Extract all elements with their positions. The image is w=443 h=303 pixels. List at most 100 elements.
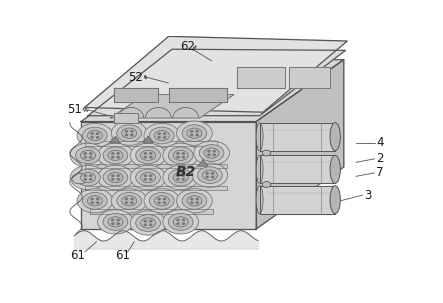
Polygon shape <box>122 198 155 226</box>
Circle shape <box>76 147 101 164</box>
Text: 3: 3 <box>364 188 372 201</box>
Circle shape <box>208 154 210 155</box>
Circle shape <box>122 128 137 138</box>
Circle shape <box>81 150 96 161</box>
Circle shape <box>183 153 184 154</box>
Circle shape <box>187 128 202 138</box>
Polygon shape <box>107 155 124 178</box>
Circle shape <box>154 130 169 141</box>
Circle shape <box>136 147 160 164</box>
Text: 4: 4 <box>376 136 384 149</box>
Polygon shape <box>260 186 335 214</box>
Circle shape <box>103 147 128 164</box>
Ellipse shape <box>256 186 263 214</box>
Circle shape <box>136 215 160 231</box>
Circle shape <box>140 218 155 228</box>
Circle shape <box>177 179 179 180</box>
Circle shape <box>199 145 224 161</box>
Circle shape <box>91 137 93 138</box>
Circle shape <box>150 157 152 158</box>
Circle shape <box>177 121 212 145</box>
Circle shape <box>117 192 142 209</box>
Polygon shape <box>85 141 217 146</box>
Circle shape <box>125 198 128 200</box>
Circle shape <box>183 219 184 221</box>
Circle shape <box>111 121 147 145</box>
Ellipse shape <box>256 155 263 183</box>
Polygon shape <box>88 149 116 161</box>
Circle shape <box>91 133 93 134</box>
Circle shape <box>206 173 208 174</box>
Polygon shape <box>85 36 347 112</box>
Polygon shape <box>85 186 227 190</box>
Circle shape <box>125 202 128 203</box>
Circle shape <box>82 127 107 144</box>
Polygon shape <box>89 209 213 214</box>
Polygon shape <box>260 155 335 183</box>
Circle shape <box>76 169 101 186</box>
Circle shape <box>130 165 166 190</box>
Circle shape <box>97 133 99 134</box>
Circle shape <box>130 211 166 235</box>
Circle shape <box>206 176 208 178</box>
Circle shape <box>81 172 96 183</box>
Polygon shape <box>110 95 234 118</box>
Circle shape <box>182 125 207 142</box>
Polygon shape <box>173 131 202 158</box>
Circle shape <box>168 213 193 230</box>
Circle shape <box>144 153 146 154</box>
Polygon shape <box>110 136 120 143</box>
Circle shape <box>97 202 99 203</box>
Ellipse shape <box>256 123 263 151</box>
Polygon shape <box>172 155 189 178</box>
Circle shape <box>158 137 160 138</box>
Circle shape <box>163 198 166 200</box>
Polygon shape <box>108 175 137 203</box>
Polygon shape <box>180 147 213 161</box>
Circle shape <box>111 189 147 213</box>
Circle shape <box>196 202 198 203</box>
Circle shape <box>112 157 114 158</box>
Circle shape <box>91 198 93 200</box>
Circle shape <box>177 189 212 213</box>
Circle shape <box>144 179 146 180</box>
Circle shape <box>97 165 133 190</box>
Circle shape <box>84 179 86 180</box>
Polygon shape <box>180 169 211 183</box>
Circle shape <box>190 131 193 132</box>
Text: 61: 61 <box>115 249 130 262</box>
Circle shape <box>177 219 179 221</box>
Circle shape <box>117 219 119 221</box>
Circle shape <box>112 153 114 154</box>
Circle shape <box>163 133 166 134</box>
Polygon shape <box>155 198 188 225</box>
Polygon shape <box>198 159 208 166</box>
Circle shape <box>136 169 160 186</box>
Text: B2: B2 <box>176 165 196 179</box>
Ellipse shape <box>330 123 340 151</box>
Text: 2: 2 <box>376 152 384 165</box>
Circle shape <box>192 163 228 187</box>
Polygon shape <box>140 155 157 178</box>
Circle shape <box>87 130 102 141</box>
Circle shape <box>77 189 113 213</box>
Circle shape <box>158 133 160 134</box>
Polygon shape <box>173 175 202 203</box>
Circle shape <box>112 175 114 176</box>
Circle shape <box>177 223 179 225</box>
Polygon shape <box>81 122 256 229</box>
Circle shape <box>84 157 86 158</box>
Polygon shape <box>128 127 163 141</box>
Circle shape <box>163 210 198 234</box>
Circle shape <box>158 202 160 203</box>
Polygon shape <box>80 134 103 157</box>
Circle shape <box>163 165 198 190</box>
Circle shape <box>70 165 106 190</box>
Polygon shape <box>115 216 148 229</box>
Polygon shape <box>161 127 195 141</box>
Circle shape <box>150 179 152 180</box>
Polygon shape <box>129 195 162 207</box>
Circle shape <box>97 210 133 234</box>
Polygon shape <box>162 195 194 207</box>
Circle shape <box>117 179 119 180</box>
